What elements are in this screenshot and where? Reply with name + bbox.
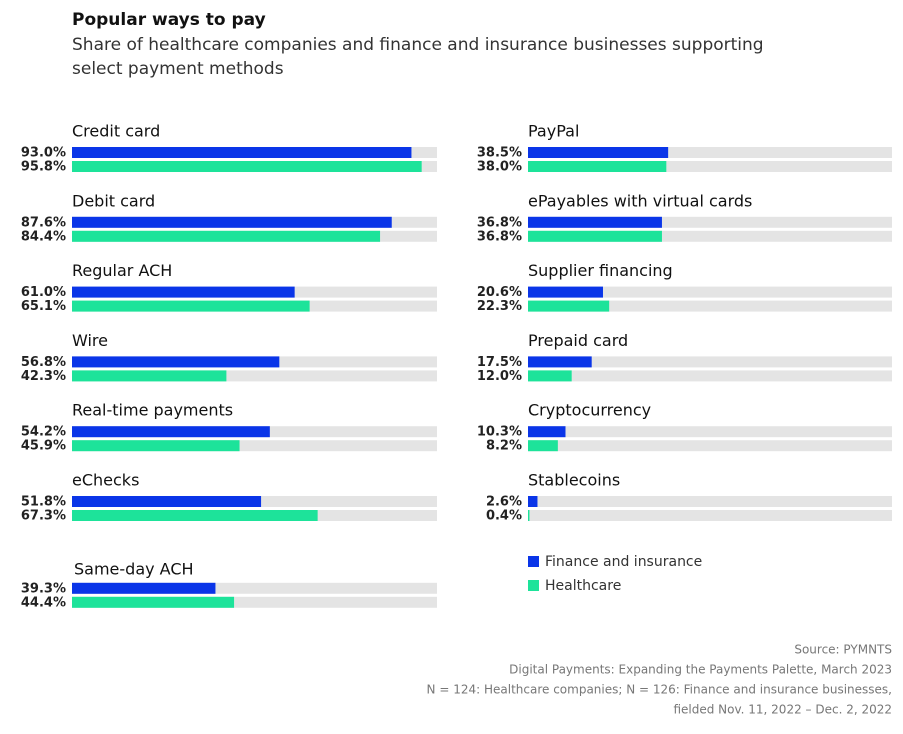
value-label: 8.2% bbox=[486, 439, 522, 454]
bar bbox=[72, 510, 318, 521]
bar bbox=[528, 230, 662, 242]
category-label: Supplier financing bbox=[528, 261, 673, 280]
bar bbox=[528, 147, 669, 158]
value-label: 61.0% bbox=[21, 285, 66, 300]
chart-subtitle: select payment methods bbox=[72, 59, 284, 79]
bar-track bbox=[528, 216, 892, 228]
legend-swatch bbox=[528, 580, 539, 591]
chart-title: Popular ways to pay bbox=[72, 10, 266, 30]
source-note: fielded Nov. 11, 2022 – Dec. 2, 2022 bbox=[673, 703, 892, 717]
category-label: Stablecoins bbox=[528, 471, 620, 490]
bar-track bbox=[528, 426, 892, 438]
bar-track bbox=[528, 370, 892, 382]
value-label: 51.8% bbox=[21, 495, 66, 510]
bar bbox=[72, 230, 381, 242]
value-label: 95.8% bbox=[21, 160, 66, 175]
value-label: 17.5% bbox=[477, 355, 522, 370]
category-label: ePayables with virtual cards bbox=[528, 191, 752, 210]
bar-track bbox=[528, 230, 892, 242]
value-label: 12.0% bbox=[477, 369, 522, 384]
value-label: 2.6% bbox=[486, 495, 522, 510]
bar bbox=[72, 216, 392, 228]
value-label: 36.8% bbox=[477, 215, 522, 230]
bar bbox=[528, 300, 610, 312]
bar-track bbox=[528, 286, 892, 298]
bar bbox=[72, 161, 422, 172]
category-label: Same-day ACH bbox=[74, 559, 194, 578]
category-label: Prepaid card bbox=[528, 331, 628, 350]
bar bbox=[72, 582, 216, 594]
value-label: 45.9% bbox=[21, 439, 66, 454]
bar bbox=[528, 161, 667, 172]
value-label: 36.8% bbox=[477, 229, 522, 244]
value-label: 93.0% bbox=[21, 146, 66, 161]
bar-track bbox=[528, 510, 892, 521]
legend-label: Healthcare bbox=[545, 578, 621, 594]
value-label: 0.4% bbox=[486, 509, 522, 524]
bar bbox=[72, 300, 310, 312]
value-label: 38.0% bbox=[477, 160, 522, 175]
value-label: 67.3% bbox=[21, 509, 66, 524]
value-label: 38.5% bbox=[477, 146, 522, 161]
bar-track bbox=[528, 440, 892, 452]
category-label: Debit card bbox=[72, 191, 155, 210]
bar-track bbox=[72, 440, 437, 452]
bar bbox=[72, 370, 227, 382]
category-label: Regular ACH bbox=[72, 261, 172, 280]
value-label: 84.4% bbox=[21, 229, 66, 244]
bar-track bbox=[528, 300, 892, 312]
bar bbox=[72, 286, 295, 298]
value-label: 87.6% bbox=[21, 215, 66, 230]
value-label: 54.2% bbox=[21, 425, 66, 440]
bar bbox=[528, 426, 566, 438]
bar-track bbox=[72, 582, 437, 594]
chart-subtitle: Share of healthcare companies and financ… bbox=[72, 35, 764, 55]
bar bbox=[528, 356, 592, 368]
bar bbox=[72, 496, 262, 507]
category-label: eChecks bbox=[72, 471, 139, 490]
bar bbox=[528, 440, 558, 452]
bar bbox=[528, 496, 538, 507]
bar-track bbox=[528, 496, 892, 507]
bar bbox=[528, 216, 662, 228]
bar bbox=[528, 510, 530, 521]
legend-label: Finance and insurance bbox=[545, 554, 702, 570]
source-note: Digital Payments: Expanding the Payments… bbox=[509, 663, 892, 677]
category-label: Wire bbox=[72, 331, 108, 350]
category-label: Cryptocurrency bbox=[528, 401, 651, 420]
category-label: Real-time payments bbox=[72, 401, 233, 420]
category-label: PayPal bbox=[528, 122, 579, 141]
legend-swatch bbox=[528, 556, 539, 567]
bar-track bbox=[72, 596, 437, 608]
value-label: 44.4% bbox=[21, 595, 66, 610]
bar bbox=[72, 426, 270, 438]
bar bbox=[72, 147, 412, 158]
value-label: 56.8% bbox=[21, 355, 66, 370]
bar bbox=[72, 440, 240, 452]
value-label: 20.6% bbox=[477, 285, 522, 300]
bar bbox=[72, 356, 280, 368]
bar-track bbox=[528, 356, 892, 368]
value-label: 39.3% bbox=[21, 581, 66, 596]
bar bbox=[528, 286, 603, 298]
category-label: Credit card bbox=[72, 122, 160, 141]
value-label: 42.3% bbox=[21, 369, 66, 384]
source-note: Source: PYMNTS bbox=[794, 643, 892, 657]
bar-track bbox=[72, 370, 437, 382]
bar bbox=[72, 596, 235, 608]
bar-track bbox=[528, 161, 892, 172]
value-label: 10.3% bbox=[477, 425, 522, 440]
bar-track bbox=[528, 147, 892, 158]
value-label: 22.3% bbox=[477, 299, 522, 314]
bar bbox=[528, 370, 572, 382]
value-label: 65.1% bbox=[21, 299, 66, 314]
source-note: N = 124: Healthcare companies; N = 126: … bbox=[427, 683, 892, 697]
